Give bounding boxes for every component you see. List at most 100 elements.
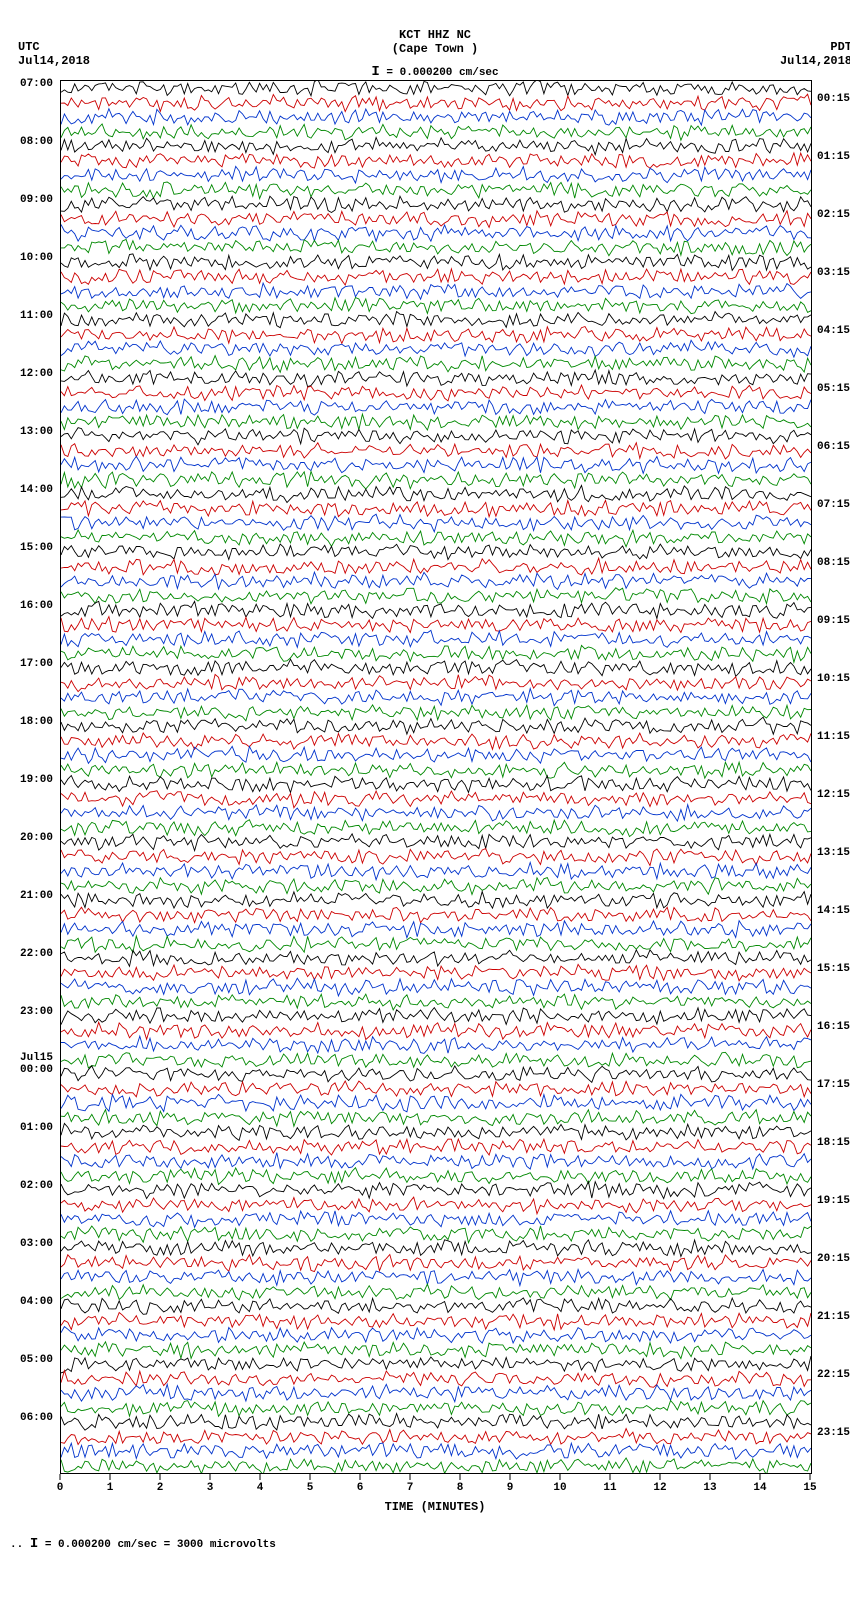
x-tick: 3 <box>210 1474 211 1480</box>
right-time-label: 07:15 <box>817 499 850 511</box>
left-time-label: 19:00 <box>20 774 53 786</box>
left-time-label: 17:00 <box>20 658 53 670</box>
left-time-label: 03:00 <box>20 1238 53 1250</box>
x-tick-label: 12 <box>653 1482 666 1494</box>
utc-label: UTC <box>18 40 90 54</box>
left-time-label: 09:00 <box>20 194 53 206</box>
right-time-label: 16:15 <box>817 1021 850 1033</box>
x-tick: 6 <box>360 1474 361 1480</box>
right-time-label: 19:15 <box>817 1195 850 1207</box>
right-time-label: 09:15 <box>817 615 850 627</box>
x-tick: 13 <box>710 1474 711 1480</box>
left-time-label: 22:00 <box>20 948 53 960</box>
header-left: UTC Jul14,2018 <box>18 40 90 68</box>
header-right: PDT Jul14,2018 <box>780 40 850 68</box>
x-tick-label: 10 <box>553 1482 566 1494</box>
date-rollover-label: Jul15 <box>20 1052 53 1064</box>
pdt-label: PDT <box>780 40 850 54</box>
x-tick: 1 <box>110 1474 111 1480</box>
seismogram-plot <box>60 80 812 1474</box>
scale-text: = 0.000200 cm/sec <box>386 67 498 79</box>
footer-scale-text: = 0.000200 cm/sec = 3000 microvolts <box>45 1539 276 1551</box>
footer: .. I = 0.000200 cm/sec = 3000 microvolts <box>10 1536 850 1552</box>
station-id: KCT HHZ NC <box>371 28 498 42</box>
x-tick-label: 2 <box>157 1482 164 1494</box>
right-time-label: 10:15 <box>817 673 850 685</box>
left-time-label: 20:00 <box>20 832 53 844</box>
header: UTC Jul14,2018 KCT HHZ NC (Cape Town ) I… <box>10 10 850 80</box>
right-time-label: 18:15 <box>817 1137 850 1149</box>
x-tick-label: 5 <box>307 1482 314 1494</box>
utc-date: Jul14,2018 <box>18 54 90 68</box>
right-time-label: 20:15 <box>817 1253 850 1265</box>
right-time-label: 15:15 <box>817 963 850 975</box>
left-time-label: 13:00 <box>20 426 53 438</box>
scale-bar-icon: I <box>371 64 379 80</box>
right-time-label: 00:15 <box>817 93 850 105</box>
x-tick: 2 <box>160 1474 161 1480</box>
x-tick: 9 <box>510 1474 511 1480</box>
left-time-label: 11:00 <box>20 310 53 322</box>
right-time-label: 14:15 <box>817 905 850 917</box>
right-time-label: 13:15 <box>817 847 850 859</box>
right-time-label: 04:15 <box>817 325 850 337</box>
x-tick: 4 <box>260 1474 261 1480</box>
left-time-label: 10:00 <box>20 252 53 264</box>
trace-row <box>61 1459 811 1474</box>
x-tick-label: 13 <box>703 1482 716 1494</box>
right-time-label: 23:15 <box>817 1427 850 1439</box>
left-time-label: 05:00 <box>20 1354 53 1366</box>
x-axis: TIME (MINUTES) 0123456789101112131415 <box>60 1474 810 1524</box>
left-time-label: 23:00 <box>20 1006 53 1018</box>
right-time-label: 11:15 <box>817 731 850 743</box>
left-time-label: 01:00 <box>20 1122 53 1134</box>
left-time-label: 18:00 <box>20 716 53 728</box>
right-time-label: 06:15 <box>817 441 850 453</box>
left-time-label: 04:00 <box>20 1296 53 1308</box>
right-time-label: 02:15 <box>817 209 850 221</box>
left-time-label: 08:00 <box>20 136 53 148</box>
x-tick: 12 <box>660 1474 661 1480</box>
right-time-label: 17:15 <box>817 1079 850 1091</box>
x-tick: 10 <box>560 1474 561 1480</box>
left-time-label: 02:00 <box>20 1180 53 1192</box>
x-tick-label: 4 <box>257 1482 264 1494</box>
x-tick: 7 <box>410 1474 411 1480</box>
x-tick-label: 7 <box>407 1482 414 1494</box>
right-time-label: 08:15 <box>817 557 850 569</box>
right-time-label: 12:15 <box>817 789 850 801</box>
right-time-axis: 00:1501:1502:1503:1504:1505:1506:1507:15… <box>815 80 850 1472</box>
left-time-label: 00:00 <box>20 1064 53 1076</box>
right-time-label: 01:15 <box>817 151 850 163</box>
x-tick-label: 1 <box>107 1482 114 1494</box>
footer-scale-bar-icon: I <box>30 1536 38 1552</box>
left-time-label: 21:00 <box>20 890 53 902</box>
x-axis-title: TIME (MINUTES) <box>385 1500 486 1514</box>
x-tick: 0 <box>60 1474 61 1480</box>
x-tick-label: 14 <box>753 1482 766 1494</box>
right-time-label: 21:15 <box>817 1311 850 1323</box>
left-time-label: 12:00 <box>20 368 53 380</box>
x-tick: 14 <box>760 1474 761 1480</box>
right-time-label: 22:15 <box>817 1369 850 1381</box>
left-time-axis: 07:0008:0009:0010:0011:0012:0013:0014:00… <box>15 80 55 1472</box>
scale-indicator: I = 0.000200 cm/sec <box>371 64 498 80</box>
station-location: (Cape Town ) <box>371 42 498 56</box>
right-time-label: 05:15 <box>817 383 850 395</box>
x-tick: 8 <box>460 1474 461 1480</box>
header-center: KCT HHZ NC (Cape Town ) I = 0.000200 cm/… <box>371 28 498 80</box>
x-tick-label: 15 <box>803 1482 816 1494</box>
x-tick-label: 8 <box>457 1482 464 1494</box>
x-tick-label: 0 <box>57 1482 64 1494</box>
left-time-label: 15:00 <box>20 542 53 554</box>
left-time-label: 06:00 <box>20 1412 53 1424</box>
left-time-label: 07:00 <box>20 78 53 90</box>
x-tick-label: 6 <box>357 1482 364 1494</box>
footer-prefix: .. <box>10 1539 30 1551</box>
x-tick: 15 <box>810 1474 811 1480</box>
left-time-label: 16:00 <box>20 600 53 612</box>
x-tick-label: 11 <box>603 1482 616 1494</box>
plot-container: 07:0008:0009:0010:0011:0012:0013:0014:00… <box>60 80 810 1474</box>
pdt-date: Jul14,2018 <box>780 54 850 68</box>
x-tick: 11 <box>610 1474 611 1480</box>
